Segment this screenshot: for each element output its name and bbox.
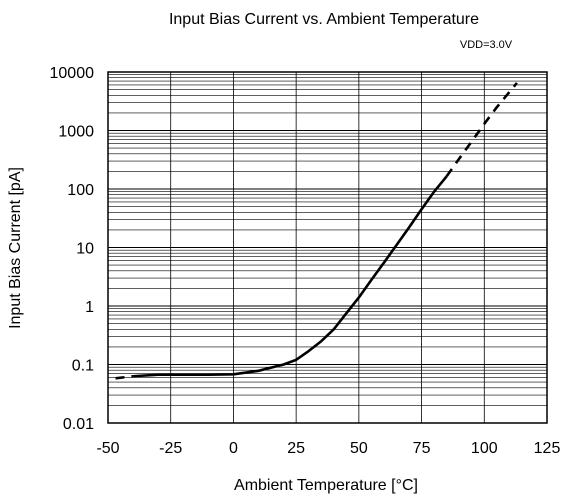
x-tick-label: -50 xyxy=(96,440,119,457)
y-tick-label: 100 xyxy=(67,182,94,199)
plot-frame xyxy=(107,71,548,424)
x-tick-label: 100 xyxy=(471,440,498,457)
x-tick-label: 50 xyxy=(350,440,368,457)
x-tick-label: 25 xyxy=(287,440,305,457)
y-tick-label: 0.01 xyxy=(63,416,94,433)
series-line-solid-0 xyxy=(133,175,448,378)
x-axis-title: Ambient Temperature [°C] xyxy=(234,477,418,494)
chart-annotation: VDD=3.0V xyxy=(460,39,513,51)
y-tick-label: 1000 xyxy=(58,124,94,141)
chart-title: Input Bias Current vs. Ambient Temperatu… xyxy=(169,11,479,28)
x-tick-label: 125 xyxy=(534,440,561,457)
x-tick-label: 0 xyxy=(229,440,238,457)
x-axis-ticks: -50 -25 0 25 50 75 100 125 xyxy=(96,440,560,457)
y-tick-label: 10000 xyxy=(50,65,95,82)
y-tick-label: 10 xyxy=(76,241,94,258)
y-tick-label: 1 xyxy=(85,299,94,316)
x-tick-label: 75 xyxy=(413,440,431,457)
grid xyxy=(107,72,548,424)
series-line-dashed-2 xyxy=(445,82,518,178)
series-group xyxy=(115,82,518,380)
y-axis-title: Input Bias Current [pA] xyxy=(7,167,24,329)
series-line-dashed-1 xyxy=(115,374,134,380)
y-axis-ticks: 0.01 0.1 1 10 100 1000 10000 xyxy=(50,65,95,433)
x-tick-label: -25 xyxy=(159,440,182,457)
y-tick-label: 0.1 xyxy=(72,358,94,375)
